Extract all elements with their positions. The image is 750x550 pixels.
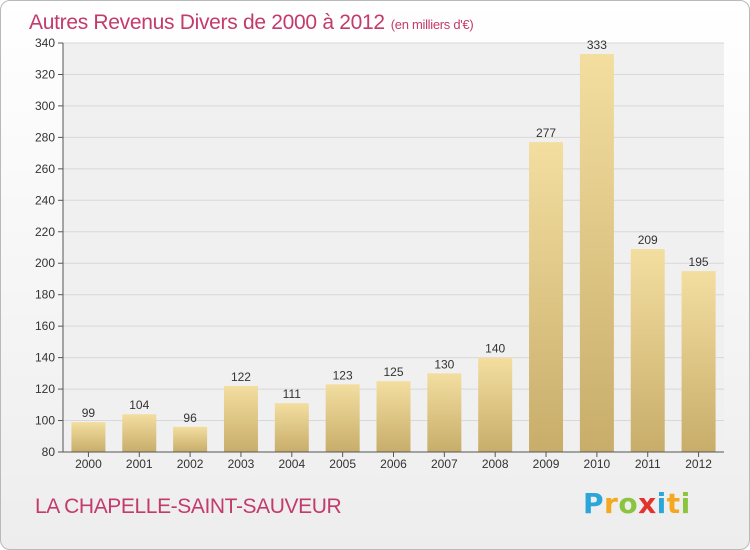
- x-tick-label: 2000: [75, 457, 102, 471]
- y-tick-label: 280: [35, 130, 55, 144]
- x-tick-label: 2012: [685, 457, 712, 471]
- data-label: 122: [231, 370, 251, 384]
- bars: [71, 54, 716, 453]
- y-tick-label: 180: [35, 288, 55, 302]
- data-label: 123: [333, 368, 353, 382]
- x-tick-label: 2009: [533, 457, 560, 471]
- y-tick-label: 200: [35, 256, 55, 270]
- y-tick-label: 300: [35, 99, 55, 113]
- bar: [173, 426, 208, 452]
- x-tick-label: 2008: [482, 457, 509, 471]
- data-label: 209: [638, 233, 658, 247]
- x-tick-label: 2001: [126, 457, 153, 471]
- y-tick-label: 160: [35, 319, 55, 333]
- x-tick-label: 2003: [228, 457, 255, 471]
- data-label: 111: [283, 387, 302, 401]
- x-tick-label: 2007: [431, 457, 458, 471]
- x-tick-label: 2011: [635, 457, 661, 471]
- commune-name: LA CHAPELLE-SAINT-SAUVEUR: [35, 495, 342, 518]
- bar: [325, 384, 360, 452]
- bar: [223, 385, 258, 452]
- chart-title-text: Autres Revenus Divers de 2000 à 2012: [29, 11, 385, 34]
- bar: [427, 373, 462, 452]
- data-label: 125: [383, 365, 403, 379]
- y-axis: 80 100 120 140 160 180 200 220 240 260 280 300 320 34…: [35, 36, 64, 459]
- x-tick-label: 2010: [584, 457, 611, 471]
- bar: [274, 403, 309, 452]
- y-tick-label: 120: [35, 382, 55, 396]
- data-label: 333: [587, 38, 607, 52]
- chart-unit: (en milliers d'€): [390, 17, 474, 32]
- data-label: 104: [129, 398, 149, 412]
- x-tick-label: 2005: [329, 457, 356, 471]
- data-label: 195: [689, 255, 709, 269]
- y-tick-label: 320: [35, 67, 55, 81]
- data-label: 96: [183, 411, 197, 425]
- y-tick-label: 80: [42, 445, 56, 459]
- x-tick-label: 2002: [177, 457, 204, 471]
- y-tick-label: 340: [35, 36, 55, 50]
- bar: [529, 142, 564, 452]
- bar: [579, 54, 614, 453]
- data-label: 277: [536, 126, 556, 140]
- y-tick-label: 220: [35, 225, 55, 239]
- y-tick-label: 100: [35, 414, 55, 428]
- data-labels: 99 104 96 122 111 123 125 130 140 277 333 209 195: [82, 38, 709, 425]
- chart-title: Autres Revenus Divers de 2000 à 2012 (en …: [29, 11, 474, 35]
- x-tick-label: 2006: [380, 457, 407, 471]
- y-tick-label: 140: [35, 351, 55, 365]
- bar: [478, 357, 513, 452]
- data-label: 130: [434, 357, 454, 371]
- data-label: 99: [82, 406, 96, 420]
- proxiti-logo: Proxiti: [583, 487, 691, 520]
- bar: [376, 381, 411, 452]
- bar: [681, 271, 716, 452]
- x-axis: 2000 2001 2002 2003 2004 2005 2006 2007 2008 2009…: [63, 451, 724, 471]
- bar: [122, 414, 157, 452]
- x-tick-label: 2004: [278, 457, 305, 471]
- y-tick-label: 240: [35, 193, 55, 207]
- bar: [71, 422, 106, 452]
- data-label: 140: [485, 342, 505, 356]
- bar: [630, 249, 665, 452]
- y-tick-label: 260: [35, 162, 55, 176]
